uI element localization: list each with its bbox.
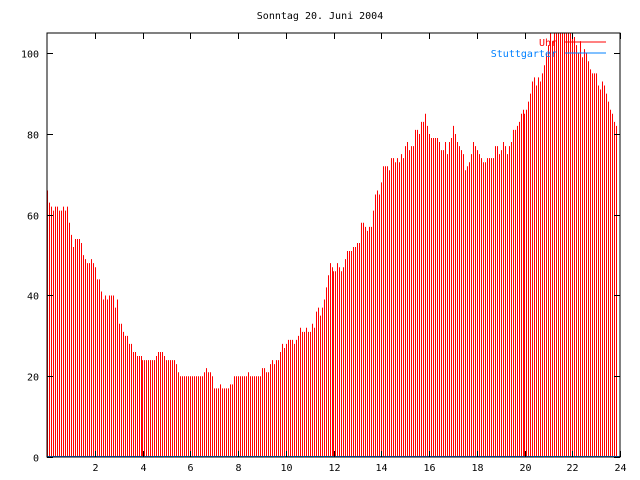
- x-tick-label: 14: [375, 463, 387, 474]
- x-tick-label: 18: [471, 463, 483, 474]
- y-tick-label: 0: [33, 454, 39, 465]
- x-tick-label: 12: [328, 463, 340, 474]
- y-tick-label: 100: [21, 50, 39, 61]
- x-tick-label: 8: [235, 463, 241, 474]
- chart-title: Sonntag 20. Juni 2004: [257, 11, 383, 22]
- x-tick-label: 24: [614, 463, 626, 474]
- y-tick-label: 20: [27, 373, 39, 384]
- x-tick-label: 20: [519, 463, 531, 474]
- plot-frame: [46, 32, 621, 458]
- x-tick-label: 4: [140, 463, 146, 474]
- y-tick-label: 60: [27, 212, 39, 223]
- x-tick-label: 6: [187, 463, 193, 474]
- y-tick-label: 40: [27, 292, 39, 303]
- x-tick-label: 16: [423, 463, 435, 474]
- legend-label-stuttgarter: Stuttgarter: [491, 49, 557, 60]
- legend-label-uhr: Uhr: [539, 38, 557, 49]
- x-tick-label: 2: [92, 463, 98, 474]
- x-tick-label: 10: [280, 463, 292, 474]
- x-tick-label: 22: [566, 463, 578, 474]
- legend: Uhr Stuttgarter: [491, 38, 606, 60]
- y-tick-label: 80: [27, 131, 39, 142]
- uhr-series: [47, 33, 620, 457]
